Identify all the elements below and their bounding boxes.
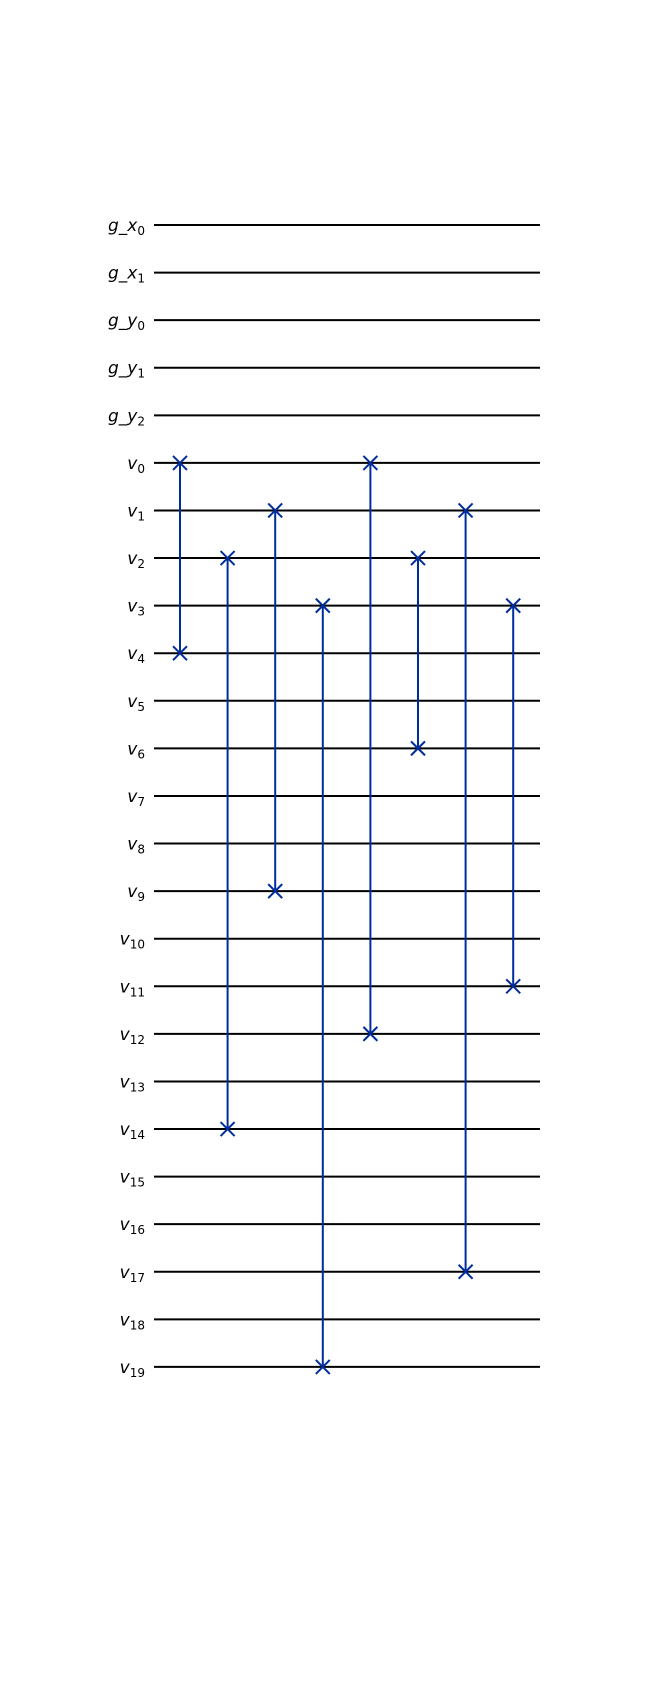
wire-label-subscript: 7 (137, 795, 145, 809)
wire-label-subscript: 12 (130, 1033, 145, 1047)
wire-label-subscript: 0 (137, 462, 145, 476)
wire-label-name: v (127, 501, 138, 521)
wire-label-subscript: 17 (130, 1271, 145, 1285)
wire-label: v6 (127, 739, 145, 761)
swap-x-icon (505, 978, 521, 994)
wire-label: v15 (120, 1168, 145, 1190)
wire-label: v18 (120, 1310, 145, 1332)
wire-label-subscript: 0 (137, 319, 145, 333)
wire-label: v19 (120, 1358, 145, 1380)
wire-label: v16 (120, 1215, 145, 1237)
wire-label-name: g_x (108, 264, 138, 284)
wire-label: v1 (127, 501, 145, 523)
wire-label-subscript: 0 (137, 224, 145, 238)
wire-label-name: v (120, 1072, 131, 1092)
wire-label-name: v (127, 739, 138, 759)
wire-label-name: v (120, 1358, 131, 1378)
wire-label-name: v (127, 787, 138, 807)
wire-label-name: g_x (108, 216, 138, 236)
wire-label: v17 (120, 1263, 145, 1285)
swap-x-icon (219, 550, 236, 566)
swap-x-icon (410, 740, 426, 757)
swap-x-icon (172, 645, 188, 661)
wire-label-subscript: 15 (130, 1176, 145, 1190)
wire-label: v5 (127, 692, 145, 714)
wire-label-subscript: 4 (137, 652, 145, 666)
wire-label: v14 (120, 1120, 145, 1142)
wire-label-name: v (127, 835, 138, 855)
swap-x-icon (362, 1026, 379, 1042)
wire-label: v7 (127, 787, 145, 809)
wire-label-name: v (127, 644, 138, 664)
wire-label-name: g_y (108, 359, 138, 379)
wire-label-name: v (120, 977, 131, 997)
wire-label: v10 (120, 930, 145, 952)
wire-label-subscript: 3 (137, 605, 145, 619)
wire-label: g_y1 (108, 359, 145, 381)
wire-label-subscript: 1 (137, 509, 145, 523)
swap-x-icon (505, 597, 521, 614)
swap-x-icon (457, 502, 474, 519)
wire-label-name: g_y (108, 406, 138, 426)
wire-label: v9 (127, 882, 145, 904)
wire-label-subscript: 2 (137, 557, 145, 571)
wire-label-subscript: 6 (137, 747, 145, 761)
wire-label-name: v (120, 930, 131, 950)
wire-label-name: v (120, 1263, 131, 1283)
wire-label-name: v (127, 549, 138, 569)
wire-label-subscript: 16 (130, 1223, 145, 1237)
swap-x-icon (457, 1264, 474, 1280)
wire-label: v0 (127, 454, 145, 476)
wire-label-subscript: 9 (137, 890, 145, 904)
wire-label: v3 (127, 597, 145, 619)
wire-label-subscript: 19 (130, 1366, 145, 1380)
swap-x-icon (315, 1359, 331, 1375)
wire-label: v4 (127, 644, 145, 666)
wire-label: g_x0 (108, 216, 145, 238)
wire-label: g_y0 (108, 311, 145, 333)
wire-label: v8 (127, 835, 145, 857)
swap-x-icon (172, 455, 188, 471)
swap-x-icon (362, 455, 379, 471)
wire-label: v11 (120, 977, 145, 999)
wire-label-name: v (127, 454, 138, 474)
wire-label-subscript: 14 (130, 1128, 145, 1142)
swap-x-icon (267, 883, 283, 899)
swap-x-icon (410, 550, 426, 566)
wire-label: v2 (127, 549, 145, 571)
wire-label: g_x1 (108, 264, 145, 286)
wire-label-subscript: 2 (137, 414, 145, 428)
swap-x-icon (267, 502, 283, 519)
wire-label-name: v (120, 1120, 131, 1140)
wire-label-subscript: 5 (137, 700, 145, 714)
swap-x-icon (315, 597, 331, 614)
wire-label-name: g_y (108, 311, 138, 331)
wire-label-subscript: 1 (137, 272, 145, 286)
wire-label-name: v (120, 1168, 131, 1188)
wire-label-name: v (120, 1215, 131, 1235)
wire-label-subscript: 8 (137, 843, 145, 857)
wire-label-subscript: 1 (137, 367, 145, 381)
wire-label-subscript: 18 (130, 1318, 145, 1332)
wire-label-subscript: 13 (130, 1080, 145, 1094)
swap-x-icon (219, 1121, 236, 1137)
wire-label-name: v (127, 882, 138, 902)
wire-label-name: v (120, 1025, 131, 1045)
wire-label: v12 (120, 1025, 145, 1047)
wire-label-name: v (127, 597, 138, 617)
wire-label-subscript: 11 (130, 985, 145, 999)
wire-label-subscript: 10 (130, 938, 145, 952)
wire-label-name: v (120, 1310, 131, 1330)
wire-label: v13 (120, 1072, 145, 1094)
wire-label: g_y2 (108, 406, 145, 428)
wire-label-name: v (127, 692, 138, 712)
